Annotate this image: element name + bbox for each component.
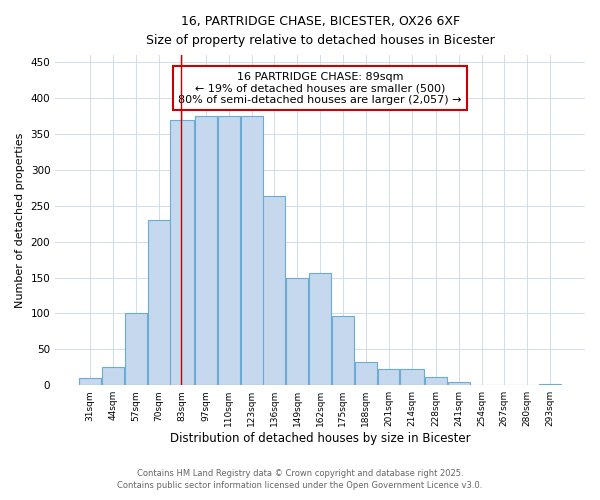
Bar bbox=[286, 278, 308, 385]
Bar bbox=[377, 370, 400, 385]
Text: 16 PARTRIDGE CHASE: 89sqm
← 19% of detached houses are smaller (500)
80% of semi: 16 PARTRIDGE CHASE: 89sqm ← 19% of detac… bbox=[178, 72, 462, 105]
Bar bbox=[332, 316, 354, 385]
Text: Contains HM Land Registry data © Crown copyright and database right 2025.
Contai: Contains HM Land Registry data © Crown c… bbox=[118, 468, 482, 490]
Bar bbox=[102, 368, 124, 385]
Bar bbox=[241, 116, 263, 385]
Bar bbox=[448, 382, 470, 385]
X-axis label: Distribution of detached houses by size in Bicester: Distribution of detached houses by size … bbox=[170, 432, 470, 445]
Bar bbox=[79, 378, 101, 385]
Bar bbox=[263, 196, 286, 385]
Bar bbox=[355, 362, 377, 385]
Bar bbox=[148, 220, 170, 385]
Bar bbox=[400, 370, 424, 385]
Title: 16, PARTRIDGE CHASE, BICESTER, OX26 6XF
Size of property relative to detached ho: 16, PARTRIDGE CHASE, BICESTER, OX26 6XF … bbox=[146, 15, 494, 47]
Bar bbox=[539, 384, 561, 385]
Y-axis label: Number of detached properties: Number of detached properties bbox=[15, 132, 25, 308]
Bar bbox=[218, 116, 240, 385]
Bar bbox=[425, 378, 447, 385]
Bar bbox=[195, 116, 217, 385]
Bar bbox=[309, 274, 331, 385]
Bar bbox=[170, 120, 194, 385]
Bar bbox=[125, 314, 147, 385]
